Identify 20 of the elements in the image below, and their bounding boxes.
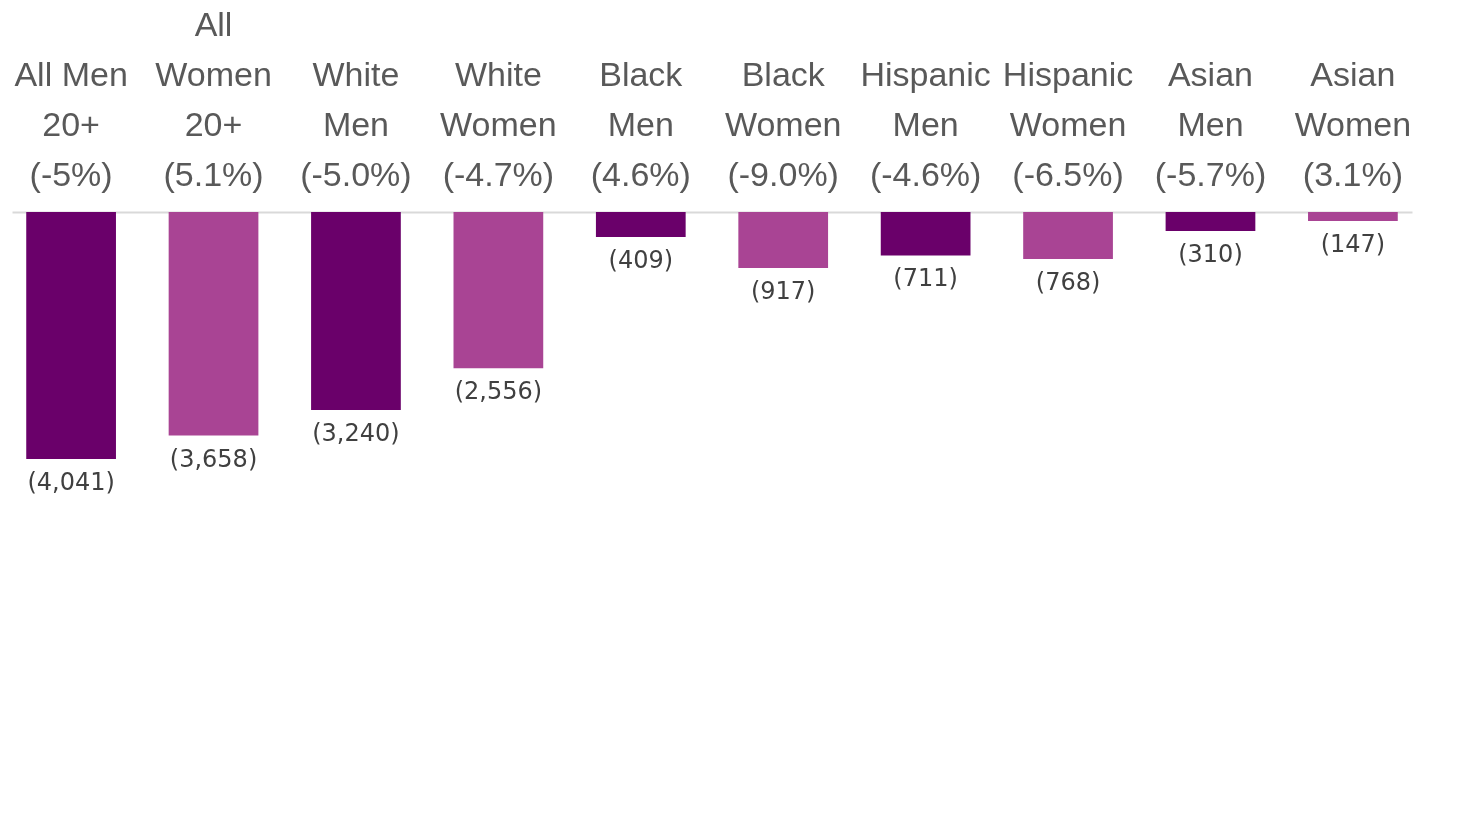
- data-label: (3,240): [312, 419, 400, 448]
- data-label: (768): [1035, 267, 1101, 296]
- data-label: (917): [750, 277, 816, 306]
- x-tick-label: Hispanic Men (-4.6%): [860, 54, 991, 193]
- data-label: (4,041): [27, 468, 115, 496]
- x-tick-label: Black Men (4.6%): [590, 54, 691, 193]
- data-label: (711): [893, 264, 958, 293]
- x-tick-label: Asian Men (-5.7%): [1154, 54, 1267, 193]
- data-label: (147): [1320, 229, 1386, 258]
- data-label: (310): [1178, 239, 1243, 268]
- x-tick-label: Asian Women (3.1%): [1294, 54, 1412, 193]
- data-label: (3,658): [169, 444, 258, 473]
- data-label: (409): [608, 246, 674, 274]
- x-tick-label: Hispanic Women (-6.5%): [1002, 54, 1134, 193]
- x-tick-label: White Men (-5.0%): [300, 54, 412, 193]
- x-tick-label: All Men 20+ (-5%): [14, 54, 128, 193]
- x-tick-label: All Women 20+ (5.1%): [155, 4, 272, 193]
- x-tick-label: White Women (-4.7%): [440, 54, 557, 193]
- x-tick-label: Black Women (-9.0%): [724, 54, 842, 193]
- data-label: (2,556): [454, 377, 543, 406]
